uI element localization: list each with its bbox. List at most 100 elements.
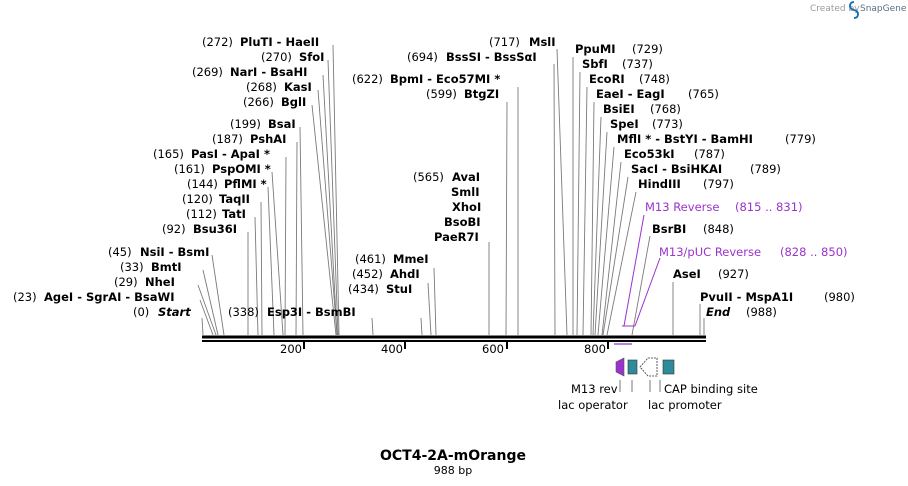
site-ecori-pos: (748)	[639, 72, 670, 86]
connector-pspomi	[271, 171, 284, 336]
connector-hindiii	[606, 191, 637, 336]
feature-lac-operator-label: lac operator	[558, 398, 628, 412]
site-paer7i-name: PaeR7I	[434, 230, 479, 244]
site-bgli-name: BglI	[281, 95, 306, 109]
primer-m13-reverse-range: (815 .. 831)	[735, 200, 803, 214]
connector-bsiei	[592, 116, 602, 336]
site-bmti-name: BmtI	[151, 260, 182, 274]
site-msli-name: MslI	[529, 35, 556, 49]
connector-nsii	[211, 254, 225, 336]
site-taqii-pos: (120)	[182, 192, 213, 206]
primer-connectors	[622, 214, 661, 327]
site-nsii-name: NsiI - BsmI	[140, 245, 209, 259]
site-bsai-pos: (199)	[230, 117, 261, 131]
site-tati-name: TatI	[222, 207, 246, 221]
site-ecori-name: EcoRI	[589, 72, 625, 86]
connector-mmei	[433, 267, 437, 336]
site-pflmi-pos: (144)	[187, 177, 218, 191]
cap-binding-box-icon	[662, 359, 675, 375]
site-mmei-name: MmeI	[393, 252, 429, 266]
site-nari-name: NarI - BsaHI	[230, 65, 307, 79]
connector-sbfi	[576, 71, 581, 336]
connector-ecori	[582, 86, 588, 336]
site-eaei-pos: (765)	[688, 87, 719, 101]
site-bsiei-pos: (768)	[650, 102, 681, 116]
lac-operator-box-icon	[627, 359, 638, 375]
backbone-bottom-strand	[202, 340, 706, 342]
connector-nari	[322, 74, 338, 336]
site-xhoi-name: XhoI	[452, 200, 481, 214]
site-esp3i-pos: (338)	[228, 305, 259, 319]
site-bsiei-name: BsiEI	[603, 102, 635, 116]
connector-eaei	[590, 101, 595, 336]
backbone-top-strand	[202, 335, 706, 339]
site-ppumi-pos: (729)	[632, 42, 663, 56]
tick-label-400: 400	[381, 342, 403, 356]
site-bsssi-pos: (694)	[407, 50, 438, 64]
site-bgli-pos: (266)	[243, 95, 274, 109]
site-nhei-name: NheI	[145, 275, 175, 289]
tick-800	[607, 342, 609, 349]
sequence-name: OCT4-2A-mOrange	[380, 448, 526, 464]
site-mmei-pos: (461)	[355, 252, 386, 266]
site-saci-name: SacI - BsiHKAI	[631, 162, 722, 176]
site-hindiii-name: HindIII	[638, 177, 681, 191]
site-pshai-pos: (187)	[212, 132, 243, 146]
site-bsrbi-pos: (848)	[703, 222, 734, 236]
sequence-ends: (0) Start End (988)	[133, 305, 777, 319]
end-label: End	[706, 305, 731, 319]
site-btgzi-pos: (599)	[426, 87, 457, 101]
site-bsai-name: BsaI	[268, 117, 296, 131]
connector-eco53ki	[601, 161, 622, 336]
credit-text: Created by	[810, 4, 860, 14]
site-mfli-name: MflI * - BstYI - BamHI	[617, 132, 753, 146]
connector-bsrbi	[631, 235, 651, 336]
site-asei-pos: (927)	[718, 267, 749, 281]
site-sfoi-pos: (270)	[261, 50, 292, 64]
start-pos: (0)	[133, 305, 149, 319]
site-pvuii-pos: (980)	[824, 290, 855, 304]
site-sbfi-pos: (737)	[622, 57, 653, 71]
connector-btgzi	[505, 101, 508, 336]
tick-400	[404, 342, 406, 349]
tick-label-600: 600	[482, 342, 504, 356]
connector-pflmi	[267, 186, 275, 336]
connector-sfoi	[327, 59, 339, 336]
connector-spei	[594, 131, 608, 336]
site-bpmi-pos: (622)	[352, 72, 383, 86]
connector-nhei	[197, 284, 217, 336]
connector-start	[201, 317, 204, 336]
site-pflmi-name: PflMI *	[224, 177, 267, 191]
tick-label-800: 800	[584, 342, 606, 356]
site-ahdi-name: AhdI	[390, 267, 420, 281]
site-btgzi-name: BtgZI	[464, 87, 499, 101]
primer-labels: M13 Reverse (815 .. 831) M13/pUC Reverse…	[645, 200, 848, 259]
site-pasi-name: PasI - ApaI *	[191, 147, 270, 161]
connector-m13-reverse	[623, 214, 645, 327]
site-kasi-pos: (268)	[246, 80, 277, 94]
site-sfoi-name: SfoI	[299, 50, 324, 64]
connector-pasi	[284, 156, 287, 336]
site-pluti-name: PluTI - HaeII	[240, 35, 319, 49]
site-stui-pos: (434)	[348, 282, 379, 296]
feature-labels: M13 rev lac operator lac promoter CAP bi…	[558, 382, 758, 412]
site-pshai-name: PshAI	[250, 132, 286, 146]
site-nari-pos: (269)	[192, 65, 223, 79]
site-agei-pos: (23)	[13, 290, 37, 304]
primer-m13-puc-reverse-range: (828 .. 850)	[780, 245, 848, 259]
connector-m13-puc-reverse	[634, 257, 661, 327]
sequence-length: 988 bp	[434, 464, 472, 477]
site-pvuii-name: PvuII - MspA1I	[700, 290, 793, 304]
connector-bsai	[299, 126, 304, 336]
connector-taqii	[260, 201, 263, 336]
site-pasi-pos: (165)	[153, 147, 184, 161]
end-pos: (988)	[746, 305, 777, 319]
site-bsu36i-pos: (92)	[162, 222, 186, 236]
site-sbfi-name: SbfI	[582, 57, 608, 71]
site-bsu36i-name: Bsu36I	[193, 222, 237, 236]
site-ppumi-name: PpuMI	[575, 42, 616, 56]
snapgene-credit: Created by SnapGene	[810, 1, 907, 19]
connector-saci	[602, 176, 629, 336]
site-pluti-pos: (272)	[202, 35, 233, 49]
connector-ahdi	[427, 282, 432, 336]
